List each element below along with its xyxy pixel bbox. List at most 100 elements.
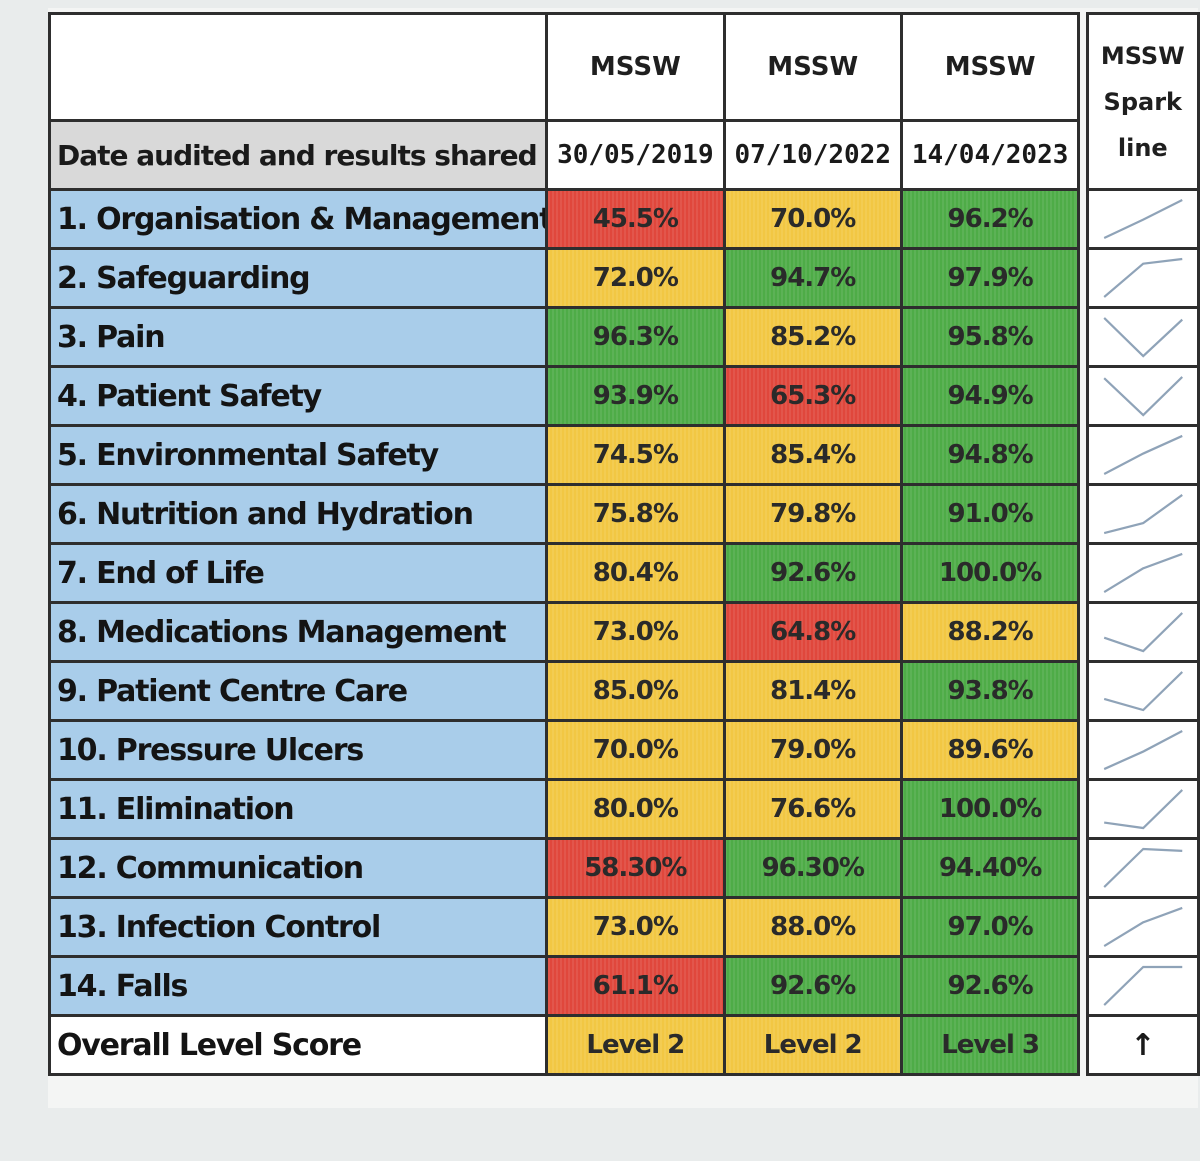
category-label[interactable]: 7. End of Life [47, 542, 549, 604]
score-cell[interactable]: 94.7% [722, 247, 903, 309]
score-cell[interactable]: 95.8% [899, 306, 1081, 368]
category-label[interactable]: 8. Medications Management [47, 601, 549, 663]
category-label[interactable]: 13. Infection Control [47, 896, 549, 958]
score-cell[interactable]: 92.6% [722, 542, 903, 604]
score-cell[interactable]: 75.8% [545, 483, 726, 545]
score-cell[interactable]: 80.0% [545, 778, 726, 840]
table-row: 2. Safeguarding 72.0% 94.7% 97.9% [47, 247, 1200, 309]
overall-level-cell[interactable]: Level 2 [545, 1014, 726, 1076]
score-cell[interactable]: 80.4% [545, 542, 726, 604]
category-label[interactable]: 1. Organisation & Management [47, 188, 549, 250]
score-cell[interactable]: 93.9% [545, 365, 726, 427]
category-label[interactable]: 5. Environmental Safety [47, 424, 549, 486]
sparkline-path [1102, 847, 1182, 888]
score-cell[interactable]: 70.0% [722, 188, 903, 250]
sparkline-cell[interactable] [1085, 306, 1200, 368]
site-header-3[interactable]: MSSW [899, 12, 1081, 122]
sparkline-cell[interactable] [1085, 660, 1200, 722]
score-cell[interactable]: 73.0% [545, 896, 726, 958]
sparkline-cell[interactable] [1085, 483, 1200, 545]
header-corner-cell[interactable] [47, 12, 549, 122]
sparkline-path [1103, 612, 1183, 653]
score-cell[interactable]: 58.30% [545, 837, 726, 899]
sparkline-chart [1102, 965, 1182, 1006]
sparkline-chart [1103, 671, 1183, 712]
score-cell[interactable]: 88.2% [899, 601, 1081, 663]
category-label[interactable]: 12. Communication [47, 837, 549, 899]
score-cell[interactable]: 100.0% [899, 778, 1081, 840]
category-label[interactable]: 3. Pain [47, 306, 549, 368]
sparkline-path [1103, 552, 1183, 594]
overall-level-cell[interactable]: Level 2 [722, 1014, 903, 1076]
sparkline-path [1103, 494, 1183, 535]
score-cell[interactable]: 85.0% [545, 660, 726, 722]
score-cell[interactable]: 89.6% [899, 719, 1081, 781]
score-cell[interactable]: 73.0% [545, 601, 726, 663]
spark-line-header[interactable]: MSSW Spark line [1085, 12, 1200, 191]
table-row: 11. Elimination 80.0% 76.6% 100.0% [47, 778, 1200, 840]
sparkline-path [1103, 198, 1183, 240]
sparkline-chart [1103, 376, 1183, 417]
score-cell[interactable]: 97.9% [899, 247, 1081, 309]
overall-level-label[interactable]: Overall Level Score [47, 1014, 549, 1076]
sparkline-path [1103, 671, 1183, 712]
sparkline-cell[interactable] [1085, 719, 1200, 781]
score-cell[interactable]: 88.0% [722, 896, 903, 958]
category-label[interactable]: 11. Elimination [47, 778, 549, 840]
sparkline-cell[interactable] [1085, 424, 1200, 486]
sparkline-cell[interactable] [1085, 188, 1200, 250]
score-cell[interactable]: 74.5% [545, 424, 726, 486]
score-cell[interactable]: 92.6% [899, 955, 1081, 1017]
sparkline-cell[interactable] [1085, 247, 1200, 309]
score-cell[interactable]: 93.8% [899, 660, 1081, 722]
score-cell[interactable]: 85.4% [722, 424, 903, 486]
score-cell[interactable]: 94.9% [899, 365, 1081, 427]
site-header-2[interactable]: MSSW [722, 12, 903, 122]
score-cell[interactable]: 85.2% [722, 306, 903, 368]
score-cell[interactable]: 96.2% [899, 188, 1081, 250]
category-label[interactable]: 14. Falls [47, 955, 549, 1017]
score-cell[interactable]: 92.6% [722, 955, 903, 1017]
trend-up-arrow-icon[interactable]: ↑ [1085, 1014, 1200, 1076]
score-cell[interactable]: 81.4% [722, 660, 903, 722]
sparkline-cell[interactable] [1085, 896, 1200, 958]
sparkline-cell[interactable] [1085, 837, 1200, 899]
table-row: 12. Communication 58.30% 96.30% 94.40% [47, 837, 1200, 899]
score-cell[interactable]: 91.0% [899, 483, 1081, 545]
sparkline-chart [1102, 847, 1182, 888]
sparkline-cell[interactable] [1085, 778, 1200, 840]
score-cell[interactable]: 70.0% [545, 719, 726, 781]
category-label[interactable]: 2. Safeguarding [47, 247, 549, 309]
score-cell[interactable]: 65.3% [722, 365, 903, 427]
score-cell[interactable]: 64.8% [722, 601, 903, 663]
score-cell[interactable]: 96.3% [545, 306, 726, 368]
category-label[interactable]: 10. Pressure Ulcers [47, 719, 549, 781]
sparkline-cell[interactable] [1085, 955, 1200, 1017]
score-cell[interactable]: 94.40% [899, 837, 1081, 899]
date-audited-label[interactable]: Date audited and results shared : [47, 119, 549, 191]
audit-date-3[interactable]: 14/04/2023 [899, 119, 1081, 191]
score-cell[interactable]: 100.0% [899, 542, 1081, 604]
sparkline-cell[interactable] [1085, 601, 1200, 663]
sparkline-cell[interactable] [1085, 542, 1200, 604]
site-header-1[interactable]: MSSW [545, 12, 726, 122]
score-cell[interactable]: 94.8% [899, 424, 1081, 486]
score-cell[interactable]: 72.0% [545, 247, 726, 309]
score-cell[interactable]: 76.6% [722, 778, 903, 840]
category-label[interactable]: 6. Nutrition and Hydration [47, 483, 549, 545]
score-cell[interactable]: 45.5% [545, 188, 726, 250]
score-cell[interactable]: 97.0% [899, 896, 1081, 958]
category-label[interactable]: 9. Patient Centre Care [47, 660, 549, 722]
sparkline-chart [1102, 317, 1183, 358]
score-cell[interactable]: 79.8% [722, 483, 903, 545]
score-cell[interactable]: 96.30% [722, 837, 903, 899]
audit-date-1[interactable]: 30/05/2019 [545, 119, 726, 191]
category-label[interactable]: 4. Patient Safety [47, 365, 549, 427]
overall-level-cell[interactable]: Level 3 [899, 1014, 1081, 1076]
score-cell[interactable]: 61.1% [545, 955, 726, 1017]
sparkline-cell[interactable] [1085, 365, 1200, 427]
audit-date-2[interactable]: 07/10/2022 [722, 119, 903, 191]
table-row: 14. Falls 61.1% 92.6% 92.6% [47, 955, 1200, 1017]
score-cell[interactable]: 79.0% [722, 719, 903, 781]
sparkline-path [1103, 906, 1183, 948]
